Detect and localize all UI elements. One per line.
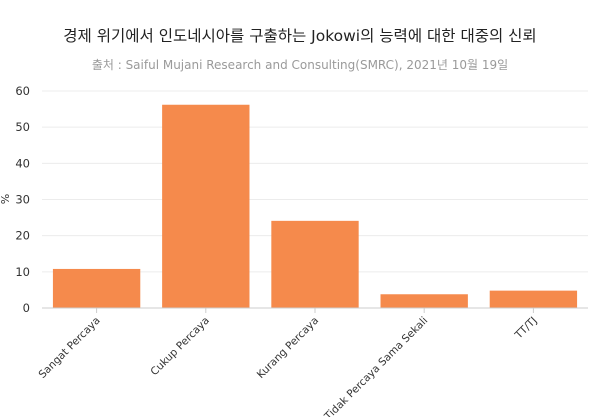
y-tick-label: 30: [15, 193, 30, 207]
y-tick-label: 50: [15, 120, 30, 134]
gridlines: [42, 90, 588, 273]
y-tick-label: 40: [15, 156, 30, 170]
bar: [489, 290, 578, 308]
x-tick-label: TT/TJ: [512, 315, 539, 342]
y-axis-label: %: [0, 194, 12, 204]
y-tick-label: 0: [23, 301, 30, 315]
y-axis-ticks: 0 10 20 30 40 50 60: [15, 84, 30, 315]
y-tick-label: 60: [15, 84, 30, 98]
x-tick-label: Cukup Percaya: [148, 315, 211, 378]
bar: [380, 294, 468, 308]
x-tick-label: Sangat Percaya: [36, 315, 102, 381]
bar: [52, 268, 141, 308]
chart-title: 경제 위기에서 인도네시아를 구출하는 Jokowi의 능력에 대한 대중의 신…: [63, 27, 536, 45]
chart-subtitle: 출처 : Saiful Mujani Research and Consulti…: [92, 58, 508, 72]
y-tick-label: 10: [15, 265, 30, 279]
x-axis-ticks: Sangat Percaya Cukup Percaya Kurang Percay…: [36, 308, 540, 417]
bar: [271, 220, 359, 308]
x-tick-label: Tidak Percaya Sama Sekali: [322, 315, 431, 417]
y-tick-label: 20: [15, 229, 30, 243]
bars: [52, 104, 578, 308]
bar: [162, 104, 250, 308]
x-tick-label: Kurang Percaya: [255, 315, 321, 381]
